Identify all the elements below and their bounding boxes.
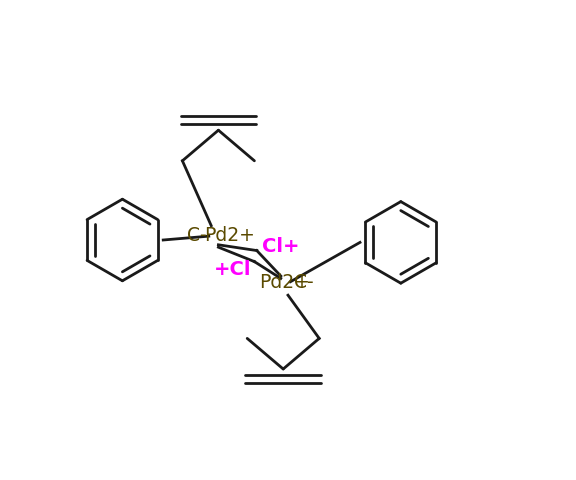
Text: Pd2+: Pd2+ [204,226,255,245]
Text: Pd2+: Pd2+ [259,273,310,292]
Text: +Cl: +Cl [214,260,251,279]
Text: Cl+: Cl+ [262,237,299,256]
Text: C-: C- [294,273,314,292]
Text: C-: C- [187,226,207,245]
